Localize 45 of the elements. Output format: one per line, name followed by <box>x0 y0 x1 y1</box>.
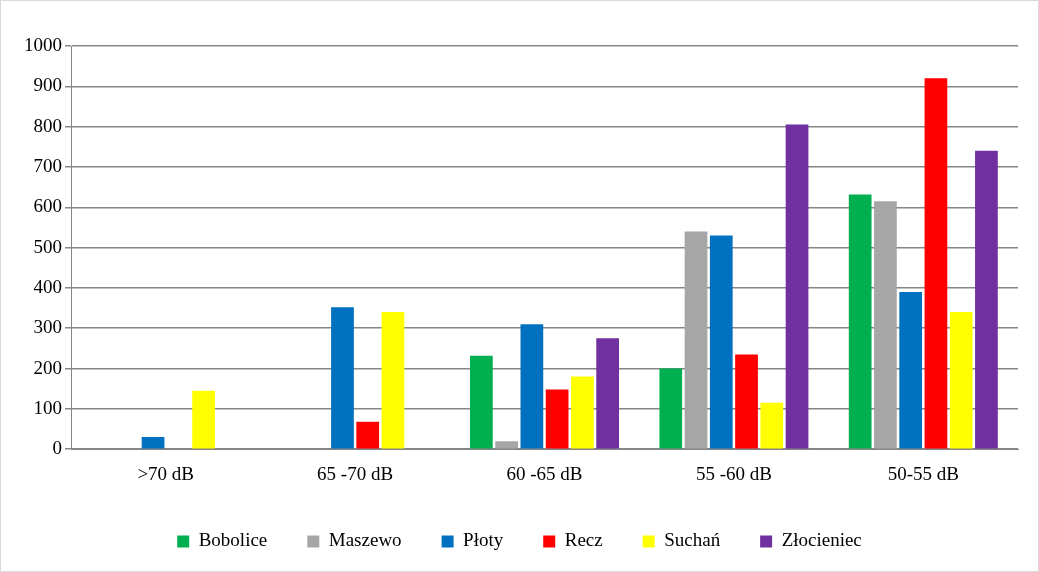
bar <box>495 441 518 449</box>
y-tick-label: 100 <box>33 396 62 418</box>
bar <box>848 194 872 449</box>
bar <box>760 402 784 449</box>
bar <box>545 389 569 449</box>
x-tick-label: 60 -65 dB <box>506 462 583 484</box>
bar <box>520 324 544 449</box>
bar <box>571 376 594 449</box>
bar <box>659 368 683 449</box>
bar <box>735 354 758 449</box>
bar <box>785 124 809 449</box>
bar <box>709 235 733 449</box>
legend-label: Złocieniec <box>781 529 862 551</box>
y-tick-label: 500 <box>33 235 62 257</box>
y-tick-label: 300 <box>33 316 62 338</box>
bar <box>192 390 215 449</box>
bar <box>924 78 948 449</box>
y-tick-label: 400 <box>33 275 62 297</box>
y-tick-label: 200 <box>33 356 62 378</box>
bar <box>596 338 619 449</box>
x-tick-label: 65 -70 dB <box>317 462 394 484</box>
bar <box>975 150 998 449</box>
legend-label: Bobolice <box>198 529 268 551</box>
legend-label: Recz <box>564 529 603 551</box>
bar <box>141 437 165 449</box>
y-tick-label: 800 <box>33 114 62 136</box>
bar <box>381 312 405 449</box>
bar <box>899 291 923 449</box>
y-tick-label: 600 <box>33 195 62 217</box>
bar <box>356 421 380 449</box>
legend-label: Maszewo <box>328 529 402 551</box>
x-tick-label: >70 dB <box>137 462 195 484</box>
y-tick-label: 900 <box>33 74 62 96</box>
bar <box>684 231 708 449</box>
bar <box>874 201 897 449</box>
y-tick-label: 0 <box>52 437 62 459</box>
y-tick-label: 1000 <box>24 33 62 55</box>
bar <box>331 307 354 449</box>
x-tick-label: 55 -60 dB <box>695 462 772 484</box>
legend-label: Suchań <box>664 529 721 551</box>
y-tick-label: 700 <box>33 154 62 176</box>
x-tick-label: 50-55 dB <box>887 462 959 484</box>
bar <box>470 355 493 449</box>
legend-label: Płoty <box>463 529 504 551</box>
bar <box>949 312 973 449</box>
